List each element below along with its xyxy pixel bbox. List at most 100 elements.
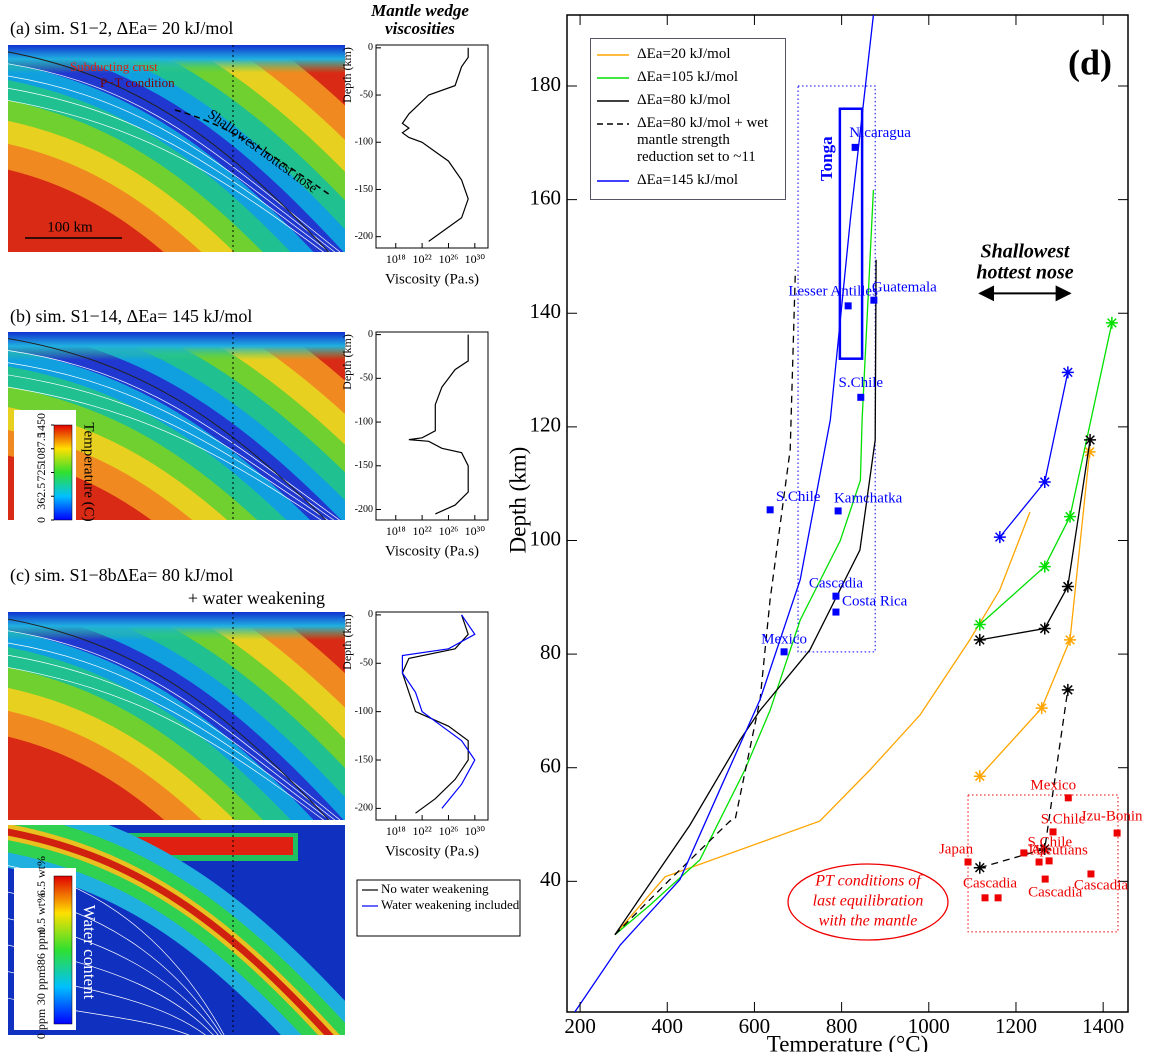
plot-frame bbox=[566, 14, 1129, 1013]
colorbar-tick-label: 0 bbox=[34, 517, 48, 523]
point-label: Mexico bbox=[1030, 777, 1076, 793]
annotation-line bbox=[174, 109, 331, 196]
x-axis-label: Temperature (°C) bbox=[767, 1031, 928, 1052]
y-tick-label: -200 bbox=[355, 803, 373, 814]
y-axis-label: Depth (km) bbox=[505, 447, 530, 554]
star-marker bbox=[1064, 633, 1077, 646]
temperature-map bbox=[8, 332, 345, 520]
x-tick-label: 10³⁰ bbox=[465, 824, 486, 838]
point bbox=[1049, 828, 1057, 836]
y-tick-label: 160 bbox=[530, 185, 562, 209]
annotation: with the mantle bbox=[819, 913, 918, 930]
x-tick-label: 10²⁶ bbox=[439, 252, 459, 266]
y-tick-label: -50 bbox=[360, 89, 373, 100]
x-tick-label: 10¹⁸ bbox=[386, 524, 406, 538]
colorbar-tick-label: 1450 bbox=[34, 413, 48, 437]
lithosphere bbox=[8, 612, 345, 640]
annotation: last equilibration bbox=[813, 893, 924, 910]
x-tick-label: 10²² bbox=[413, 524, 433, 538]
star-marker bbox=[1061, 366, 1074, 379]
legend-swatch bbox=[597, 100, 629, 102]
y-tick-label: 40 bbox=[540, 867, 561, 891]
legend-label: ΔEa=80 kJ/mol bbox=[637, 92, 731, 108]
point bbox=[1113, 829, 1121, 837]
point bbox=[1020, 849, 1028, 857]
legend-label: ΔEa=20 kJ/mol bbox=[637, 46, 731, 62]
series-line bbox=[614, 189, 875, 936]
contour bbox=[8, 630, 341, 820]
x-axis-label: Viscosity (Pa.s) bbox=[385, 843, 479, 859]
x-tick-label: 10³⁰ bbox=[465, 252, 486, 266]
point bbox=[851, 143, 859, 151]
star-marker bbox=[1035, 702, 1048, 715]
x-tick-label: 10²² bbox=[413, 252, 433, 266]
point-label: Guatemala bbox=[872, 280, 937, 296]
y-tick-label: 100 bbox=[530, 526, 562, 550]
contour bbox=[8, 75, 336, 252]
point-label: Kamchatka bbox=[834, 490, 903, 506]
y-tick-label: -50 bbox=[360, 373, 373, 384]
y-tick-label: 120 bbox=[530, 413, 562, 437]
point-label: Japan bbox=[939, 841, 974, 857]
legend-item: ΔEa=80 kJ/mol + wet mantle strength redu… bbox=[597, 115, 779, 166]
colorbar-tick-label: 0.5 wt% bbox=[34, 893, 48, 933]
colorbar-tick-label: 725 bbox=[34, 464, 48, 482]
point bbox=[766, 506, 774, 514]
chart-title: viscosities bbox=[385, 19, 455, 38]
legend-item: ΔEa=105 kJ/mol bbox=[597, 69, 779, 86]
map-title: (c) sim. S1−8bΔEa= 80 kJ/mol bbox=[10, 565, 233, 586]
x-tick-label: 10²⁶ bbox=[439, 824, 459, 838]
colorbar bbox=[53, 875, 73, 1025]
x-tick-label: 400 bbox=[652, 1014, 684, 1038]
plot-frame bbox=[375, 44, 489, 249]
contour bbox=[8, 667, 325, 820]
star-marker bbox=[993, 531, 1006, 544]
slab-surface bbox=[8, 618, 330, 820]
x-tick-label: 10¹⁸ bbox=[386, 252, 406, 266]
temperature-map bbox=[8, 612, 345, 820]
annotation-ellipse bbox=[787, 863, 949, 941]
series-line bbox=[979, 689, 1069, 869]
lithosphere bbox=[8, 45, 345, 73]
x-tick-label: 10²² bbox=[413, 824, 433, 838]
contour bbox=[8, 362, 335, 520]
contour bbox=[8, 63, 341, 252]
point bbox=[1041, 875, 1049, 883]
contour bbox=[8, 642, 336, 820]
profile-line bbox=[408, 334, 469, 515]
point bbox=[964, 858, 972, 866]
map-annotation: P−T condition bbox=[100, 75, 175, 90]
contour bbox=[8, 350, 341, 520]
star-marker bbox=[1038, 560, 1051, 573]
point-label: S.Chile bbox=[838, 375, 883, 391]
plot-area bbox=[574, 15, 1119, 1012]
annotation: Shallowest bbox=[981, 241, 1071, 263]
colorbar-tick-label: 30 ppm bbox=[34, 968, 48, 1005]
y-axis-label: Depth (km) bbox=[340, 614, 354, 670]
scale-label: 100 km bbox=[47, 219, 93, 235]
point-label: Jap. bbox=[1027, 841, 1051, 857]
map-annotation: Subducting crust bbox=[70, 59, 158, 74]
star-marker bbox=[973, 618, 986, 631]
x-tick-label: 10¹⁸ bbox=[386, 824, 406, 838]
y-axis-label: Depth (km) bbox=[340, 334, 354, 390]
star-marker bbox=[973, 770, 986, 783]
y-axis-label: Depth (km) bbox=[340, 47, 354, 103]
legend-swatch bbox=[597, 180, 629, 182]
point bbox=[870, 296, 878, 304]
y-tick-label: 0 bbox=[368, 42, 373, 53]
y-tick-label: -100 bbox=[355, 137, 373, 148]
point bbox=[1045, 857, 1053, 865]
point-label: S.Chile bbox=[776, 489, 821, 505]
x-axis-label: Viscosity (Pa.s) bbox=[385, 271, 479, 287]
point bbox=[832, 592, 840, 600]
point-label: Costa Rica bbox=[842, 594, 908, 610]
contour bbox=[8, 87, 330, 252]
legend-swatch bbox=[597, 54, 629, 56]
legend-item: ΔEa=80 kJ/mol bbox=[597, 92, 779, 109]
plot-frame bbox=[375, 611, 489, 821]
y-tick-label: 60 bbox=[540, 754, 561, 778]
legend: ΔEa=20 kJ/mol ΔEa=105 kJ/mol ΔEa=80 kJ/mol… bbox=[590, 38, 786, 200]
star-marker bbox=[1038, 622, 1051, 635]
